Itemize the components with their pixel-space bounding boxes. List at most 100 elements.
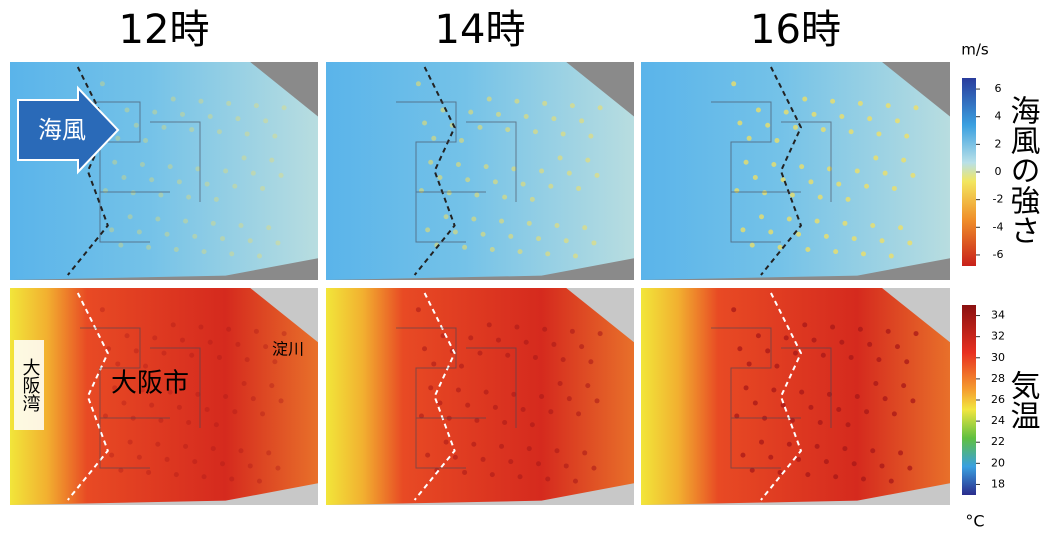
map-speckle xyxy=(242,381,247,386)
map-speckle xyxy=(217,355,222,360)
map-speckle xyxy=(527,446,532,451)
map-speckle xyxy=(542,327,547,332)
map-speckle xyxy=(481,232,486,237)
map-speckle xyxy=(459,364,464,369)
figure: m/s °C 海風の強さ 気温 6420-2-4-634323028262422… xyxy=(0,0,1046,545)
map-speckle xyxy=(858,327,863,332)
map-speckle xyxy=(555,223,560,228)
map-speckle xyxy=(456,387,461,392)
map-speckle xyxy=(889,479,894,484)
map-speckle xyxy=(456,162,461,167)
colorbar-tick-label: -4 xyxy=(993,220,1004,233)
map-speckle xyxy=(898,225,903,230)
map-speckle xyxy=(765,123,770,128)
map-speckle xyxy=(282,105,287,110)
map-speckle xyxy=(183,219,188,224)
map-speckle xyxy=(521,407,526,412)
map-speckle xyxy=(839,114,844,119)
map-speckle xyxy=(158,192,163,197)
map-speckle xyxy=(852,236,857,241)
colorbar xyxy=(962,78,976,266)
map-speckle xyxy=(453,230,458,235)
map-speckle xyxy=(493,405,498,410)
map-speckle xyxy=(162,351,167,356)
colorbar-tick-label: 0 xyxy=(995,165,1002,178)
map-speckle xyxy=(750,468,755,473)
map-speckle xyxy=(189,353,194,358)
map-speckle xyxy=(269,383,274,388)
map-speckle xyxy=(558,381,563,386)
map-speckle xyxy=(137,455,142,460)
map-speckle xyxy=(223,169,228,174)
map-speckle xyxy=(812,112,817,117)
map-speckle xyxy=(576,186,581,191)
map-speckle xyxy=(787,216,792,221)
map-speckle xyxy=(269,158,274,163)
map-speckle xyxy=(830,325,835,330)
map-speckle xyxy=(499,444,504,449)
map-speckle xyxy=(731,81,736,86)
map-speckle xyxy=(867,116,872,121)
map-speckle xyxy=(880,238,885,243)
map-speckle xyxy=(573,479,578,484)
colorbar-tick-label: -2 xyxy=(993,193,1004,206)
map-speckle xyxy=(279,173,284,178)
colorbar xyxy=(962,305,976,495)
map-speckle xyxy=(254,329,259,334)
map-speckle xyxy=(787,442,792,447)
map-speckle xyxy=(214,422,219,427)
column-title: 16時 xyxy=(750,7,841,53)
map-speckle xyxy=(567,171,572,176)
map-speckle xyxy=(564,463,569,468)
map-speckle xyxy=(876,357,881,362)
map-speckle xyxy=(530,422,535,427)
map-speckle xyxy=(134,123,139,128)
unit-label: m/s xyxy=(961,41,989,59)
map-speckle xyxy=(533,129,538,134)
map-speckle xyxy=(266,450,271,455)
map-speckle xyxy=(564,238,569,243)
map-speckle xyxy=(910,173,915,178)
map-speckle xyxy=(275,240,280,245)
map-speckle xyxy=(118,243,123,248)
map-speckle xyxy=(793,125,798,130)
map-speckle xyxy=(211,446,216,451)
map-speckle xyxy=(768,455,773,460)
map-speckle xyxy=(474,192,479,197)
map-speckle xyxy=(524,340,529,345)
colorbar-tick-label: 4 xyxy=(995,110,1002,123)
map-speckle xyxy=(842,446,847,451)
map-speckle xyxy=(808,179,813,184)
city-label: 大阪市 xyxy=(111,369,189,399)
map-speckle xyxy=(521,182,526,187)
map-speckle xyxy=(876,131,881,136)
map-speckle xyxy=(570,103,575,108)
map-speckle xyxy=(232,184,237,189)
map-speckle xyxy=(100,307,105,312)
map-speckle xyxy=(223,394,228,399)
map-speckle xyxy=(824,459,829,464)
map-speckle xyxy=(579,344,584,349)
map-speckle xyxy=(131,190,136,195)
map-speckle xyxy=(514,325,519,330)
bay-label: 大阪湾 xyxy=(20,358,41,413)
map-speckle xyxy=(815,444,820,449)
map-speckle xyxy=(846,197,851,202)
map-speckle xyxy=(279,398,284,403)
map-speckle xyxy=(431,361,436,366)
map-speckle xyxy=(186,195,191,200)
map-speckle xyxy=(205,407,210,412)
map-speckle xyxy=(870,223,875,228)
map-speckle xyxy=(833,249,838,254)
map-speckle xyxy=(235,116,240,121)
map-field xyxy=(641,288,950,505)
map-speckle xyxy=(539,394,544,399)
map-speckle xyxy=(815,219,820,224)
map-speckle xyxy=(465,177,470,182)
map-speckle xyxy=(805,472,810,477)
map-speckle xyxy=(125,107,130,112)
map-speckle xyxy=(121,401,126,406)
map-speckle xyxy=(155,442,160,447)
map-speckle xyxy=(867,342,872,347)
map-speckle xyxy=(487,97,492,102)
